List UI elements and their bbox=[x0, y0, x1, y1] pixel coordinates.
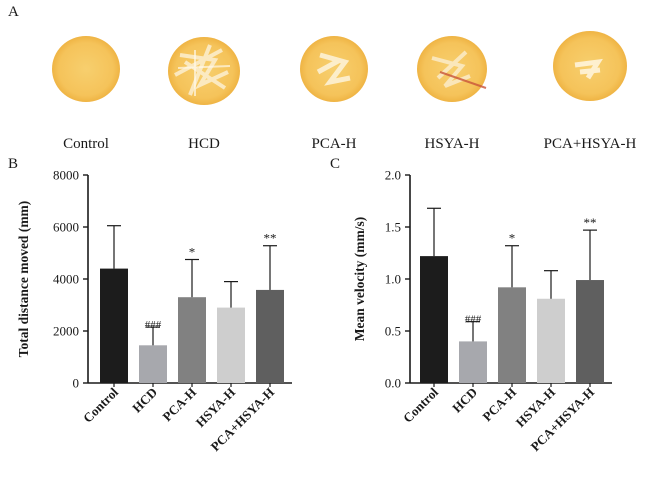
bar-pca-h bbox=[498, 287, 526, 383]
y-tick-label: 2.0 bbox=[385, 168, 401, 183]
y-tick-label: 0.0 bbox=[385, 376, 401, 391]
bar-hcd bbox=[459, 341, 487, 383]
panel-label-c: C bbox=[330, 156, 341, 172]
nest-label-control: Control bbox=[63, 136, 109, 152]
bar-hsya-h bbox=[217, 307, 245, 383]
y-tick-label: 1.0 bbox=[385, 272, 401, 287]
x-tick-label: Control bbox=[400, 384, 441, 425]
panel-label-a: A bbox=[8, 4, 19, 20]
y-axis-label: Mean velocity (mm/s) bbox=[352, 217, 367, 341]
x-tick-label: HCD bbox=[449, 385, 480, 416]
bar-hsya-h bbox=[537, 298, 565, 383]
significance-label: ### bbox=[145, 319, 162, 331]
bar-pca-hsya-h bbox=[256, 289, 284, 383]
y-axis-label: Total distance moved (mm) bbox=[16, 201, 31, 358]
nest-pca-h bbox=[300, 36, 368, 102]
nest-label-pca-h: PCA-H bbox=[311, 136, 357, 152]
y-tick-label: 4000 bbox=[53, 272, 79, 287]
bar-control bbox=[420, 256, 448, 383]
significance-label: ### bbox=[465, 314, 482, 326]
significance-label: * bbox=[189, 245, 196, 260]
y-tick-label: 1.5 bbox=[385, 220, 401, 235]
nest-label-pca-hsya-h: PCA+HSYA-H bbox=[543, 136, 637, 152]
y-tick-label: 0.5 bbox=[385, 324, 401, 339]
nest-control bbox=[52, 36, 120, 102]
y-tick-label: 2000 bbox=[53, 324, 79, 339]
bar-hcd bbox=[139, 345, 167, 383]
bar-pca-h bbox=[178, 297, 206, 383]
bar-control bbox=[100, 268, 128, 383]
y-tick-label: 6000 bbox=[53, 220, 79, 235]
bar-pca-hsya-h bbox=[576, 280, 604, 383]
nest-label-hsya-h: HSYA-H bbox=[424, 136, 480, 152]
nest-hsya-h bbox=[417, 36, 487, 102]
significance-label: * bbox=[509, 231, 516, 246]
y-tick-label: 0 bbox=[73, 376, 80, 391]
y-tick-label: 8000 bbox=[53, 168, 79, 183]
significance-label: ** bbox=[584, 215, 597, 230]
nest-label-hcd: HCD bbox=[188, 136, 220, 152]
panel-label-b: B bbox=[8, 156, 19, 172]
nest-photos bbox=[52, 31, 627, 105]
nest-hcd bbox=[168, 37, 240, 105]
significance-label: ** bbox=[264, 231, 277, 246]
nest-pca-hsya-h bbox=[553, 31, 627, 101]
